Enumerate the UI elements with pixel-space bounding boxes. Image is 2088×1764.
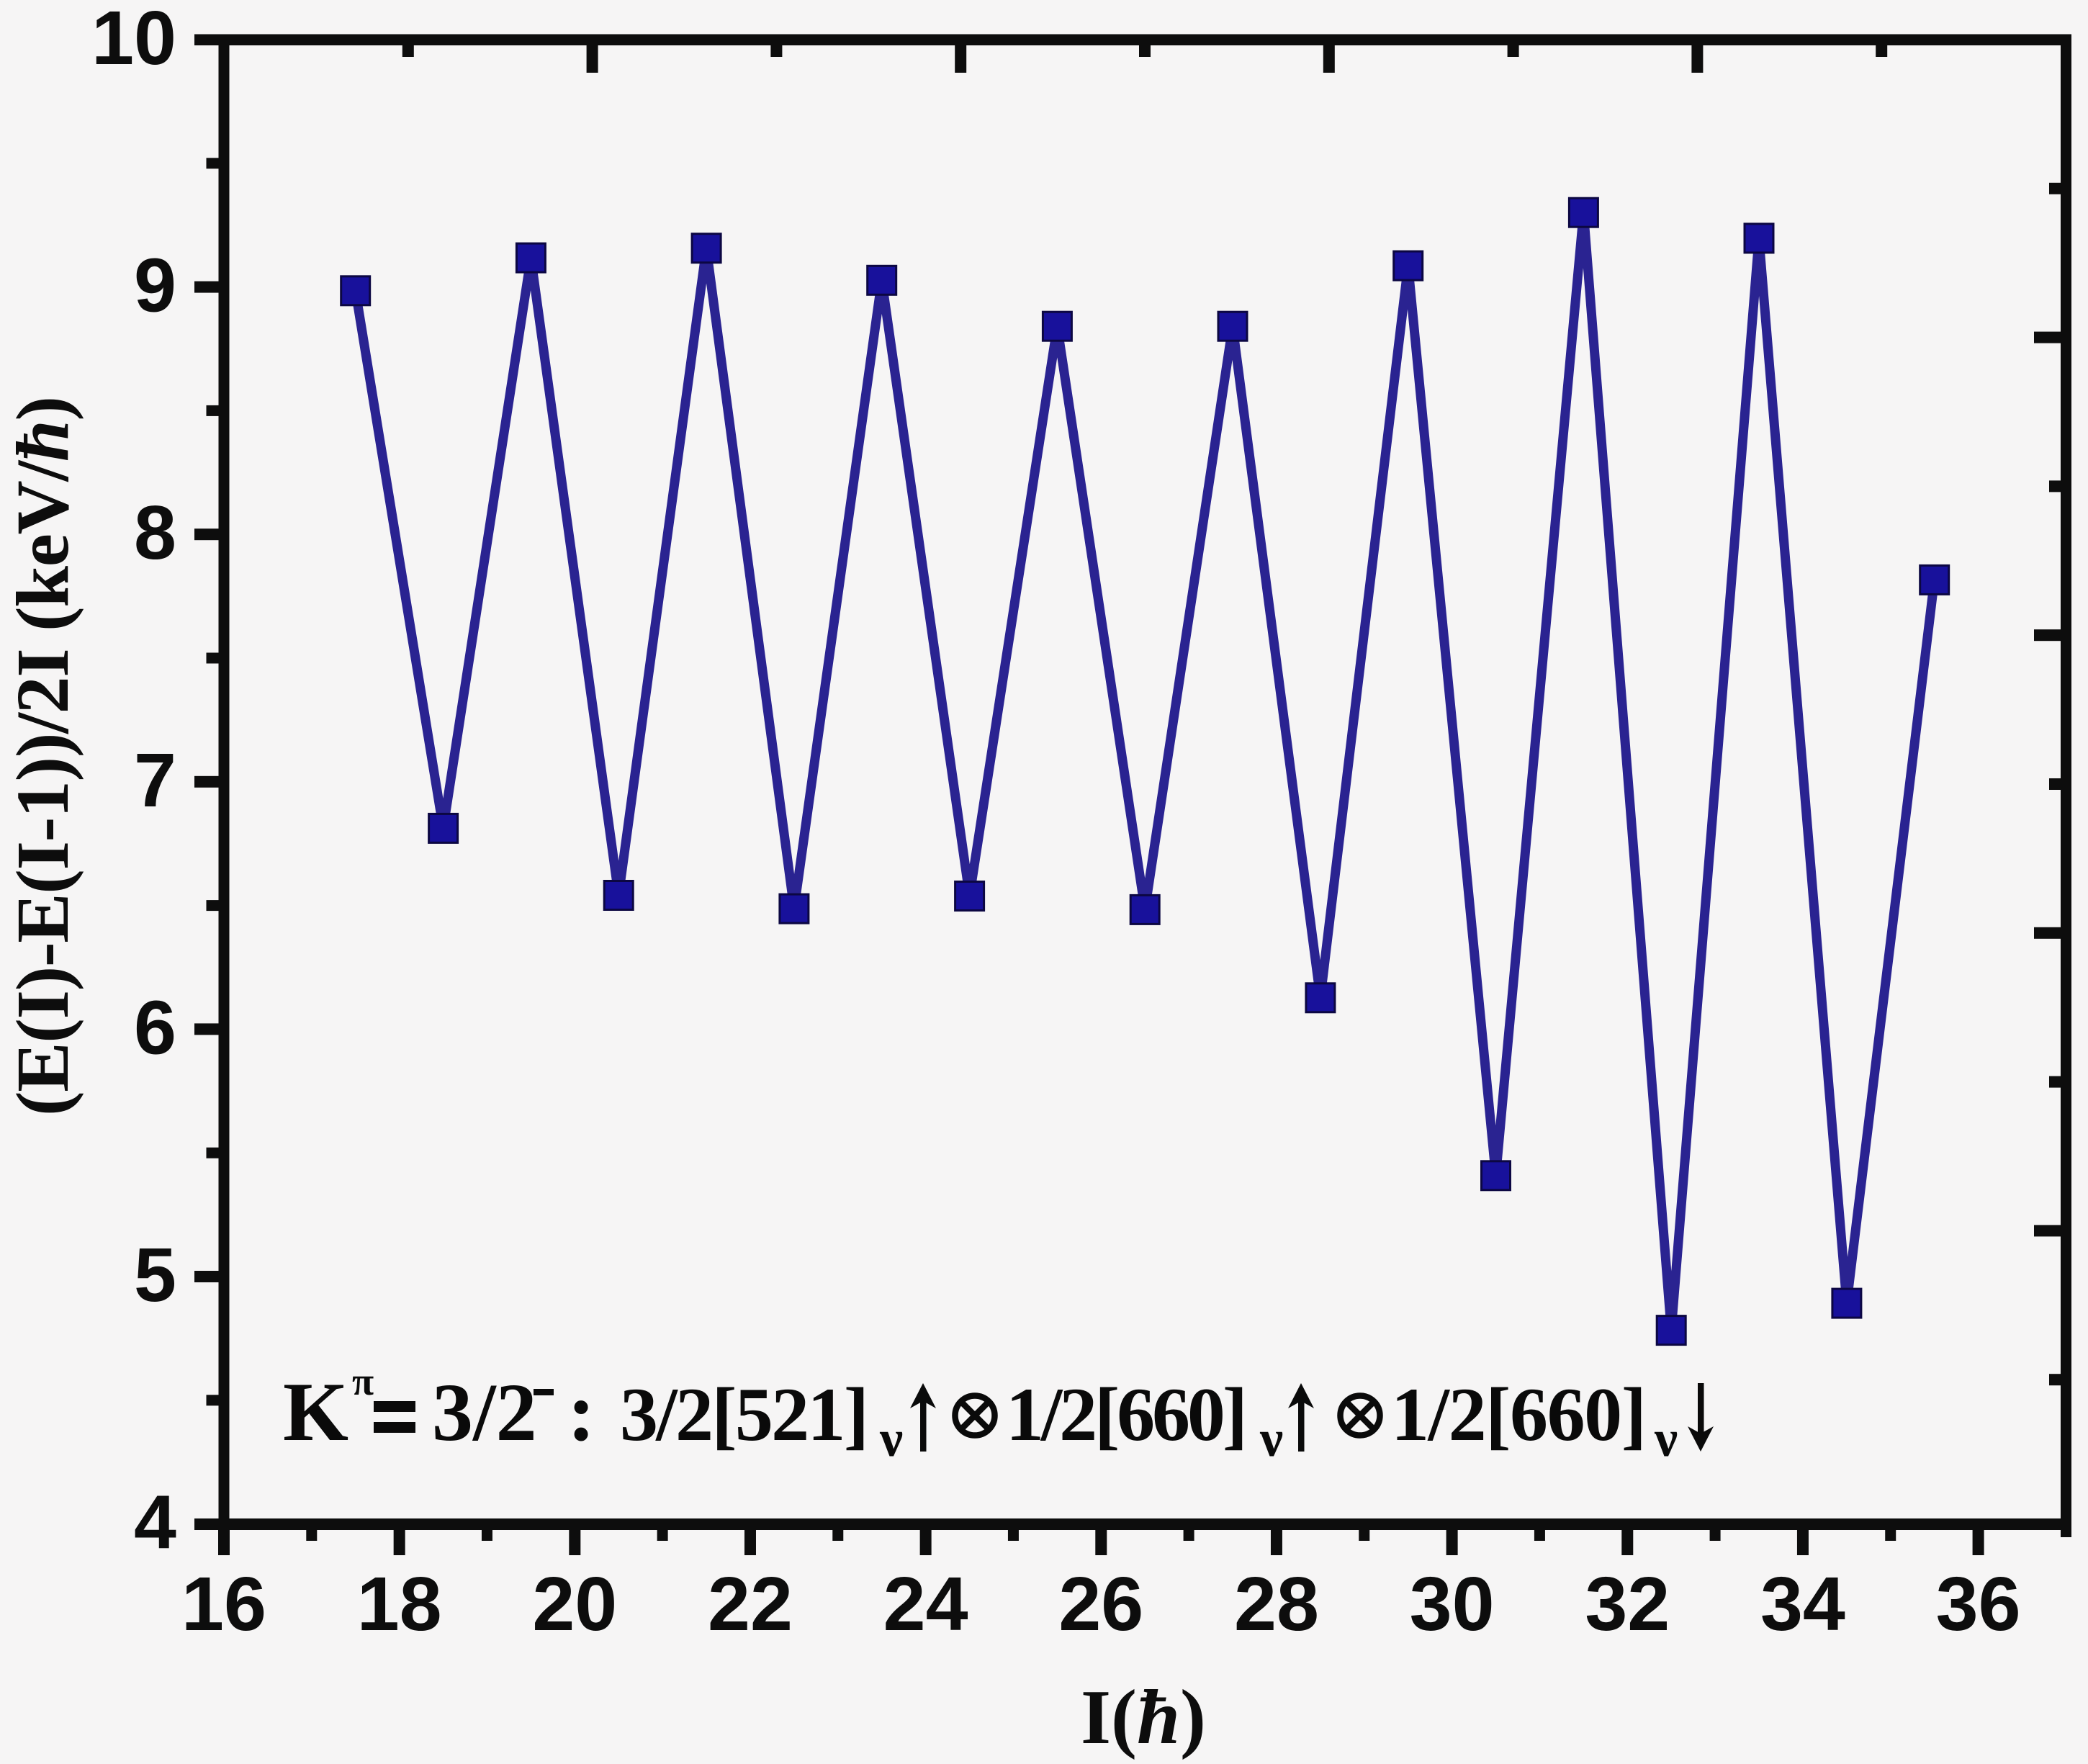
svg-text:3/2: 3/2 — [432, 1367, 537, 1458]
svg-text:22: 22 — [708, 1562, 793, 1647]
svg-text::: : — [567, 1366, 595, 1459]
svg-text:5: 5 — [134, 1233, 176, 1318]
svg-text:ν: ν — [1259, 1410, 1283, 1467]
svg-text:1/2[660]: 1/2[660] — [1006, 1372, 1248, 1457]
svg-text:I(ħ): I(ħ) — [1081, 1675, 1206, 1760]
svg-text:32: 32 — [1585, 1562, 1670, 1647]
svg-text:8: 8 — [134, 490, 176, 575]
svg-text:9: 9 — [134, 243, 176, 328]
svg-text:π: π — [352, 1359, 374, 1403]
svg-text:36: 36 — [1936, 1562, 2021, 1647]
svg-text:ν: ν — [1654, 1410, 1678, 1467]
svg-text:(E(I)-E(I-1))/2I (keV/ħ): (E(I)-E(I-1))/2I (keV/ħ) — [1, 396, 84, 1116]
svg-text:ν: ν — [879, 1410, 903, 1467]
svg-text:24: 24 — [883, 1562, 968, 1647]
svg-text:4: 4 — [134, 1480, 176, 1565]
svg-text:20: 20 — [532, 1562, 617, 1647]
svg-text:28: 28 — [1234, 1562, 1319, 1647]
svg-text:10: 10 — [91, 0, 176, 81]
svg-text:K: K — [283, 1366, 348, 1459]
svg-text:6: 6 — [134, 985, 176, 1070]
svg-text:1/2[660]: 1/2[660] — [1391, 1372, 1647, 1457]
svg-text:34: 34 — [1760, 1562, 1845, 1647]
svg-text:26: 26 — [1058, 1562, 1143, 1647]
svg-text:18: 18 — [357, 1562, 442, 1647]
svg-text:7: 7 — [134, 738, 176, 823]
svg-text:30: 30 — [1410, 1562, 1495, 1647]
svg-text:3/2[521]: 3/2[521] — [620, 1372, 869, 1457]
svg-text:16: 16 — [181, 1562, 266, 1647]
